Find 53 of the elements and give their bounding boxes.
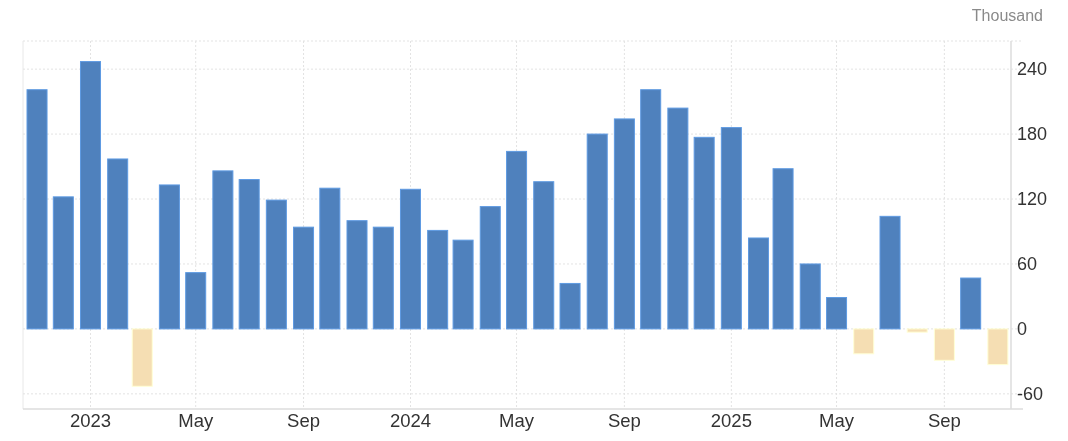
bar [640,89,662,330]
bar [399,188,421,330]
bar [185,272,207,330]
bar [212,170,234,330]
bar [346,220,368,330]
bar [293,226,315,330]
bar [586,133,608,330]
x-tick-label: Sep [927,410,961,431]
bar [52,196,74,330]
bar [427,229,449,330]
bar [131,328,153,387]
bar [533,181,555,330]
bar [667,107,689,330]
bar [720,127,742,330]
y-axis-title: Thousand [971,7,1043,24]
bar [693,136,715,330]
bar [933,328,955,361]
bar [906,328,928,333]
bar [79,61,102,330]
bar [772,168,794,330]
bar [559,282,581,330]
bar [799,263,821,330]
x-tick-label: 2025 [710,410,752,431]
y-tick-label: -60 [1017,384,1044,405]
bar [826,297,848,330]
y-tick-label: 60 [1017,254,1038,275]
bar [479,206,501,330]
x-tick-label: Sep [607,410,641,431]
y-tick-label: 180 [1017,124,1048,145]
bar [960,277,982,330]
bar [506,150,528,330]
x-tick-label: May [819,410,855,431]
bar [319,187,341,330]
bar [107,158,129,330]
bar [238,179,260,330]
bar [26,89,48,330]
bar [613,118,635,330]
bar [265,199,287,330]
y-tick-label: 240 [1017,59,1048,80]
x-tick-label: 2023 [69,410,112,431]
bar [748,237,770,330]
x-tick-label: May [499,410,535,431]
bar [372,226,394,330]
x-tick-label: May [178,410,214,431]
x-tick-label: Sep [287,410,320,431]
bar [853,328,875,355]
y-tick-label: 0 [1017,319,1028,340]
bar [987,328,1009,366]
x-tick-label: 2024 [389,410,432,431]
bar [879,215,901,330]
y-tick-label: 120 [1017,189,1048,210]
bar [158,184,180,330]
bar [452,239,474,330]
